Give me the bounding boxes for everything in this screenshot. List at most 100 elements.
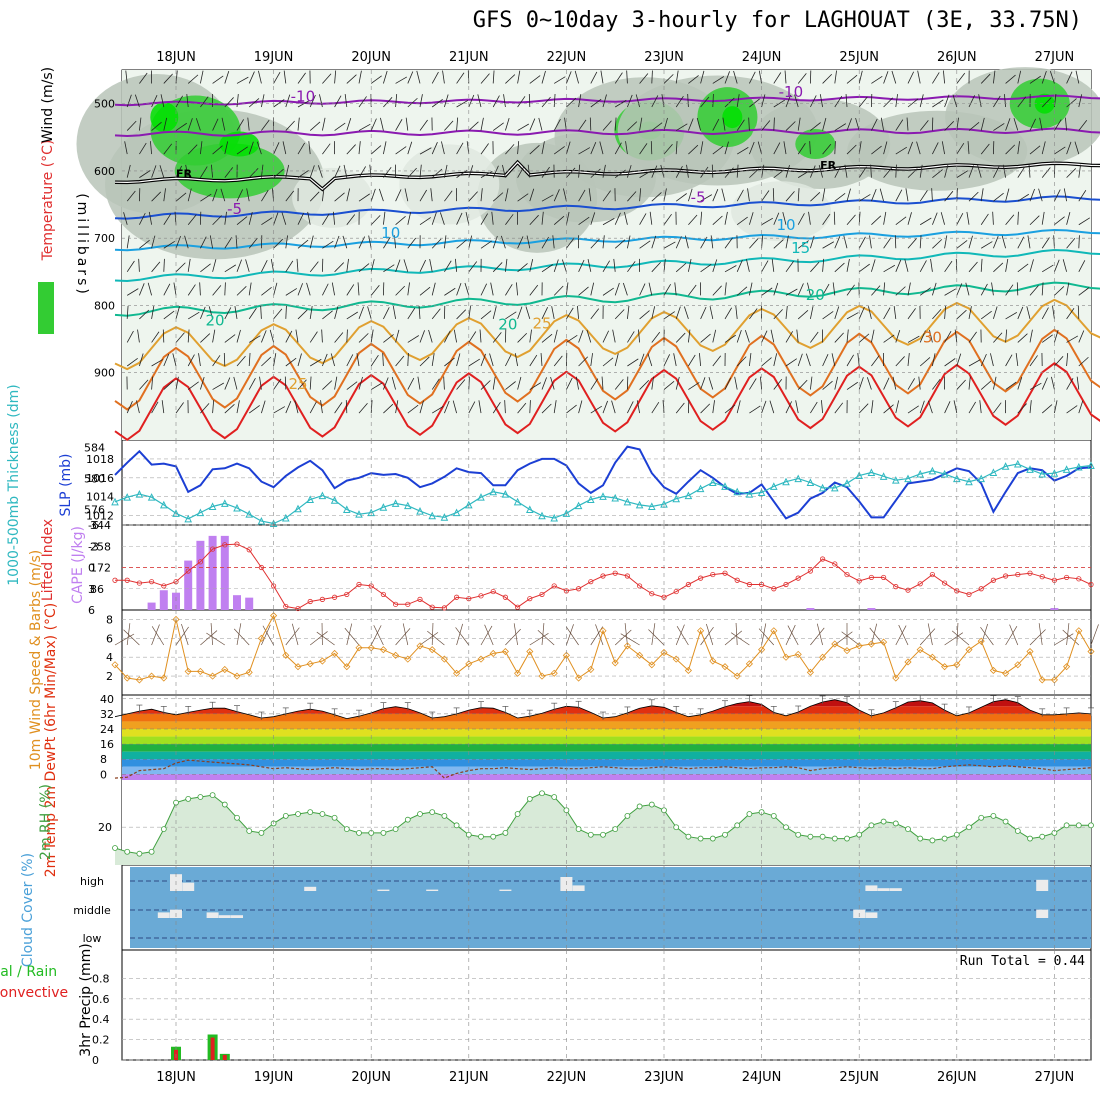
thickness-point — [440, 513, 449, 521]
wind-barb — [296, 258, 299, 272]
wind-barb — [639, 143, 648, 155]
wind-barb — [639, 73, 649, 84]
rh-point — [417, 811, 423, 817]
thickness-point — [233, 503, 241, 512]
wind-barb — [492, 192, 504, 202]
wind-barb — [444, 94, 449, 108]
lifted-index-point — [307, 598, 313, 605]
wind-barb — [1017, 193, 1030, 202]
rh-point — [356, 829, 362, 836]
wind-barb — [273, 168, 284, 178]
wind-barb — [285, 260, 294, 273]
wind-barb — [871, 188, 877, 202]
precip-tick: 0.4 — [92, 1013, 110, 1026]
wind-barb — [358, 306, 364, 320]
wind-barb — [1054, 356, 1064, 367]
wind-barb-10m — [1029, 629, 1046, 646]
wind-barb — [505, 311, 517, 320]
wind-barb — [712, 145, 724, 155]
legend-temperature: Temperature (°C) — [40, 140, 56, 262]
wind-barb-10m — [285, 627, 300, 646]
wind-barb — [505, 354, 512, 367]
wind-barb — [147, 282, 152, 296]
wind-barb — [492, 306, 497, 320]
lifted-index-point — [819, 556, 826, 562]
date-label-top: 18JUN — [156, 50, 196, 65]
wind-speed-point — [636, 651, 644, 659]
wind-barb — [322, 353, 328, 367]
wind-barb — [200, 236, 207, 249]
wind-barb — [871, 118, 878, 131]
wind-barb — [785, 331, 793, 343]
wind-barb — [309, 121, 321, 131]
lifted-ylabel: Lifted Index — [40, 519, 56, 601]
wind-barb — [151, 191, 162, 202]
wind-barb — [1017, 96, 1027, 108]
wind-barb — [977, 165, 982, 178]
wind-barb — [468, 191, 478, 202]
wind-barb — [297, 212, 305, 225]
wind-barb — [932, 142, 939, 155]
wind-barb — [334, 70, 337, 84]
cloud-bar — [206, 912, 219, 918]
wind-barb — [538, 117, 543, 131]
wind-speed-point — [538, 672, 546, 680]
wind-barb — [431, 406, 444, 414]
wind-barb — [309, 235, 314, 249]
wind-barb — [614, 72, 623, 84]
wind-barb — [480, 213, 488, 225]
wind-barb — [504, 400, 506, 414]
wind-tick: 4 — [106, 651, 113, 664]
wind-barb — [1017, 236, 1025, 249]
wind-barb — [564, 117, 567, 131]
lifted-index-point — [905, 587, 911, 593]
rh-point — [221, 801, 228, 808]
lifted-index-point — [783, 581, 789, 588]
wind-barb — [261, 119, 270, 131]
wind-barb — [261, 400, 266, 414]
wind-barb — [578, 259, 585, 272]
date-label-bottom: 23JUN — [644, 1070, 684, 1085]
wind-barb — [1078, 190, 1087, 202]
wind-barb — [1078, 235, 1080, 249]
wind-barb — [956, 170, 969, 178]
wind-barb — [566, 334, 578, 343]
wind-barb — [468, 401, 476, 414]
wind-barb — [285, 357, 297, 367]
wind-barb — [444, 190, 453, 202]
wind-barb — [602, 330, 610, 343]
wind-barb — [956, 379, 966, 390]
wind-barb — [1027, 235, 1031, 249]
wind-barb — [736, 286, 748, 296]
wind-barb — [577, 305, 579, 319]
wind-barb-10m — [513, 623, 518, 646]
wind-barb — [907, 238, 917, 249]
wind-barb — [529, 145, 540, 155]
wind-barb — [822, 354, 829, 367]
wind-barb — [651, 401, 660, 414]
wind-barb — [614, 239, 626, 249]
wind-barb — [456, 117, 459, 131]
lifted-index-point — [429, 604, 435, 610]
wind-barb — [195, 118, 201, 131]
wind-barb — [134, 94, 140, 108]
wind-barb — [334, 122, 346, 131]
wind-barb — [505, 214, 514, 225]
wind-speed-point — [977, 637, 985, 645]
wind-barb — [1017, 70, 1022, 84]
wind-barb — [309, 306, 313, 319]
wind-speed-point — [123, 674, 131, 682]
date-label-bottom: 24JUN — [742, 1070, 782, 1085]
wind-barb — [688, 259, 692, 272]
wind-barb — [688, 214, 698, 225]
thickness-point — [184, 514, 193, 523]
wind-barb — [785, 165, 790, 178]
lifted-index-point — [954, 588, 960, 594]
wind-barb — [382, 352, 384, 367]
wind-barb — [871, 259, 876, 272]
wind-barb — [358, 333, 369, 343]
wind-barb — [260, 305, 262, 319]
wind-barb-10m — [427, 630, 445, 646]
wind-barb — [980, 241, 993, 249]
thickness-point — [172, 509, 180, 517]
